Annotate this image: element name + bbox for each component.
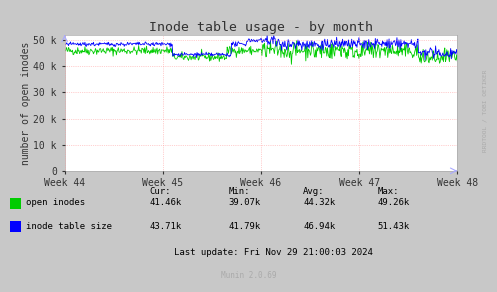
open inodes <box>325 52 331 55</box>
inode table size <box>163 43 168 46</box>
Text: 41.46k: 41.46k <box>149 199 181 207</box>
Text: Last update: Fri Nov 29 21:00:03 2024: Last update: Fri Nov 29 21:00:03 2024 <box>174 248 373 257</box>
open inodes <box>62 48 68 51</box>
inode table size <box>422 58 428 62</box>
Text: 44.32k: 44.32k <box>303 199 335 207</box>
Line: open inodes: open inodes <box>65 40 457 64</box>
open inodes <box>267 39 273 42</box>
inode table size <box>325 38 331 41</box>
Text: 49.26k: 49.26k <box>378 199 410 207</box>
Text: Min:: Min: <box>229 187 250 196</box>
open inodes <box>288 62 294 66</box>
inode table size <box>294 42 300 45</box>
inode table size <box>131 41 137 45</box>
Text: 41.79k: 41.79k <box>229 222 261 231</box>
inode table size <box>454 51 460 54</box>
open inodes <box>358 44 364 47</box>
Text: Cur:: Cur: <box>149 187 170 196</box>
Text: 51.43k: 51.43k <box>378 222 410 231</box>
Text: 46.94k: 46.94k <box>303 222 335 231</box>
Text: 43.71k: 43.71k <box>149 222 181 231</box>
open inodes <box>239 52 245 55</box>
open inodes <box>454 59 460 63</box>
inode table size <box>239 42 245 46</box>
Title: Inode table usage - by month: Inode table usage - by month <box>149 21 373 34</box>
open inodes <box>163 48 168 52</box>
open inodes <box>131 45 137 48</box>
Text: Munin 2.0.69: Munin 2.0.69 <box>221 272 276 280</box>
Text: Max:: Max: <box>378 187 399 196</box>
Line: inode table size: inode table size <box>65 35 457 60</box>
Text: 39.07k: 39.07k <box>229 199 261 207</box>
Y-axis label: number of open inodes: number of open inodes <box>21 41 31 165</box>
inode table size <box>358 41 364 45</box>
Text: Avg:: Avg: <box>303 187 325 196</box>
inode table size <box>264 33 270 37</box>
Text: RRDTOOL / TOBI OETIKER: RRDTOOL / TOBI OETIKER <box>482 70 487 152</box>
Text: inode table size: inode table size <box>26 222 112 231</box>
Text: open inodes: open inodes <box>26 199 85 207</box>
inode table size <box>62 42 68 46</box>
open inodes <box>294 51 300 54</box>
